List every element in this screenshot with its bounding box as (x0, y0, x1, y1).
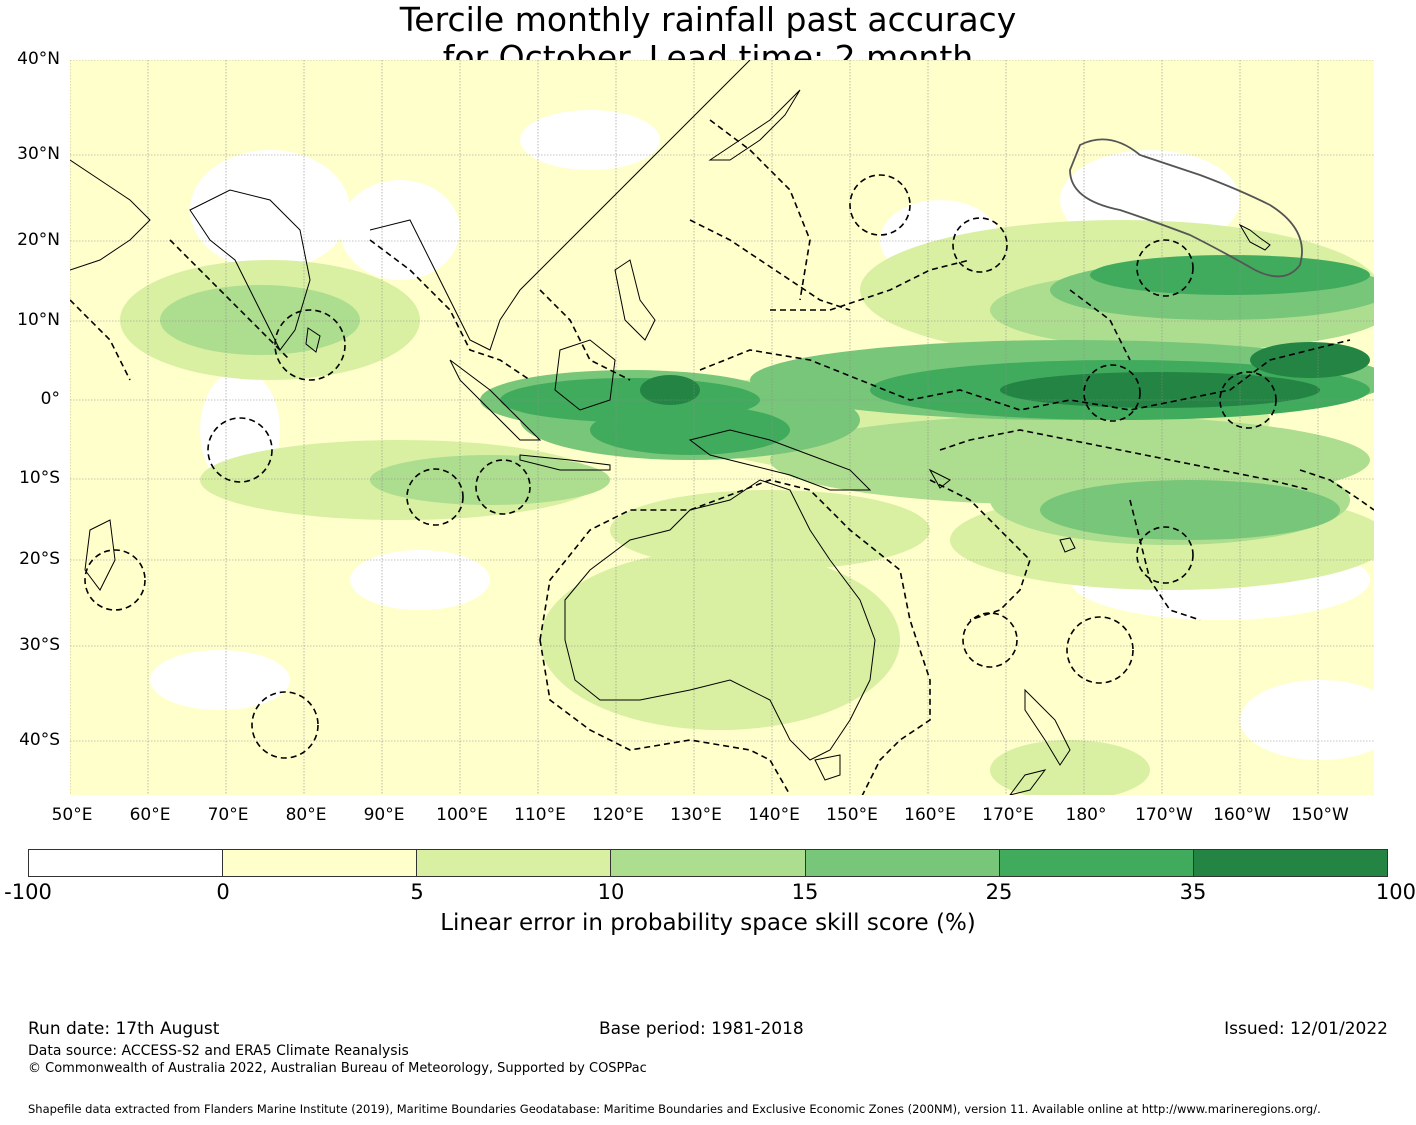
lat-label-10s: 10°S (19, 468, 60, 488)
shapefile-credit: Shapefile data extracted from Flanders M… (28, 1102, 1321, 1116)
eez-boundaries (69, 119, 1375, 801)
skill-score-map (69, 59, 1400, 801)
colorbar-label: Linear error in probability space skill … (440, 910, 976, 936)
map-title-line-1: Tercile monthly rainfall past accuracy (399, 0, 1017, 39)
lon-label-170e: 170°E (982, 805, 1034, 825)
lat-label-20s: 20°S (19, 549, 60, 569)
lat-label-0: 0° (40, 389, 60, 409)
colorbar-tick-35: 35 (1179, 880, 1207, 904)
base-period: Base period: 1981-2018 (599, 1019, 804, 1039)
lon-label-160w: 160°W (1213, 805, 1271, 825)
lon-label-150e: 150°E (826, 805, 878, 825)
colorbar-segment-10-15 (611, 850, 806, 876)
lon-label-70e: 70°E (207, 805, 249, 825)
lat-label-40n: 40°N (17, 49, 60, 69)
copyright: © Commonwealth of Australia 2022, Austra… (28, 1061, 647, 1076)
lon-label-170w: 170°W (1135, 805, 1193, 825)
lat-label-40s: 40°S (19, 730, 60, 750)
lon-label-60e: 60°E (129, 805, 171, 825)
colorbar-tick-15: 15 (791, 880, 819, 904)
lon-label-180: 180° (1065, 805, 1107, 825)
highlight-region-outline (1069, 138, 1303, 278)
colorbar-tick-100: 100 (1375, 880, 1416, 904)
lon-label-150w: 150°W (1291, 805, 1349, 825)
colorbar-tick-5: 5 (410, 880, 424, 904)
lon-label-100e: 100°E (436, 805, 488, 825)
lon-label-120e: 120°E (592, 805, 644, 825)
lon-label-80e: 80°E (285, 805, 327, 825)
colorbar-tick-0: 0 (216, 880, 230, 904)
colorbar-tick-neg100: -100 (4, 880, 52, 904)
lat-label-30n: 30°N (17, 144, 60, 164)
lon-label-50e: 50°E (51, 805, 93, 825)
lat-label-20n: 20°N (17, 230, 60, 250)
data-source: Data source: ACCESS-S2 and ERA5 Climate … (28, 1043, 409, 1059)
colorbar-segment-neg100-0 (29, 850, 224, 876)
lat-label-10n: 10°N (17, 310, 60, 330)
lat-label-30s: 30°S (19, 635, 60, 655)
issued-date: Issued: 12/01/2022 (1224, 1019, 1388, 1039)
colorbar-tick-10: 10 (597, 880, 625, 904)
map-canvas (69, 59, 1400, 801)
run-date: Run date: 17th August (28, 1019, 220, 1039)
lon-label-160e: 160°E (904, 805, 956, 825)
colorbar-segment-25-35 (999, 850, 1194, 876)
colorbar-segment-5-10 (417, 850, 612, 876)
lon-label-140e: 140°E (748, 805, 800, 825)
colorbar-segment-35-100 (1193, 850, 1387, 876)
colorbar-segment-15-25 (805, 850, 1000, 876)
colorbar-tick-25: 25 (985, 880, 1013, 904)
colorbar-segment-0-5 (223, 850, 418, 876)
lon-label-130e: 130°E (670, 805, 722, 825)
lon-label-90e: 90°E (363, 805, 405, 825)
colorbar (28, 849, 1388, 877)
lon-label-110e: 110°E (514, 805, 566, 825)
coastlines (69, 59, 1271, 796)
